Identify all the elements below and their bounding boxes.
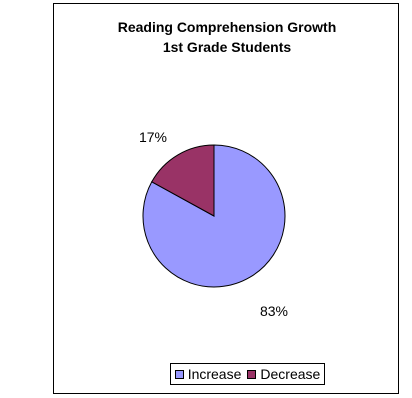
legend-label-increase: Increase [187,366,242,382]
slice-decrease [151,144,215,217]
chart-subtitle: 1st Grade Students [162,39,292,55]
legend-swatch-decrease [247,369,257,379]
chart-area: Reading Comprehension Growth 1st Grade S… [53,3,399,394]
legend-item-increase: Increase [174,366,242,382]
data-label-decrease: 17% [139,129,167,145]
legend-swatch-increase [174,369,184,379]
data-label-increase: 83% [260,303,288,319]
chart-title: Reading Comprehension Growth [117,19,337,35]
legend-label-decrease: Decrease [260,366,321,382]
legend-item-decrease: Decrease [247,366,320,382]
chart-title-block: Reading Comprehension Growth 1st Grade S… [54,17,400,57]
pie-chart: 83% 17% [139,129,288,319]
legend: Increase Decrease [170,363,325,385]
